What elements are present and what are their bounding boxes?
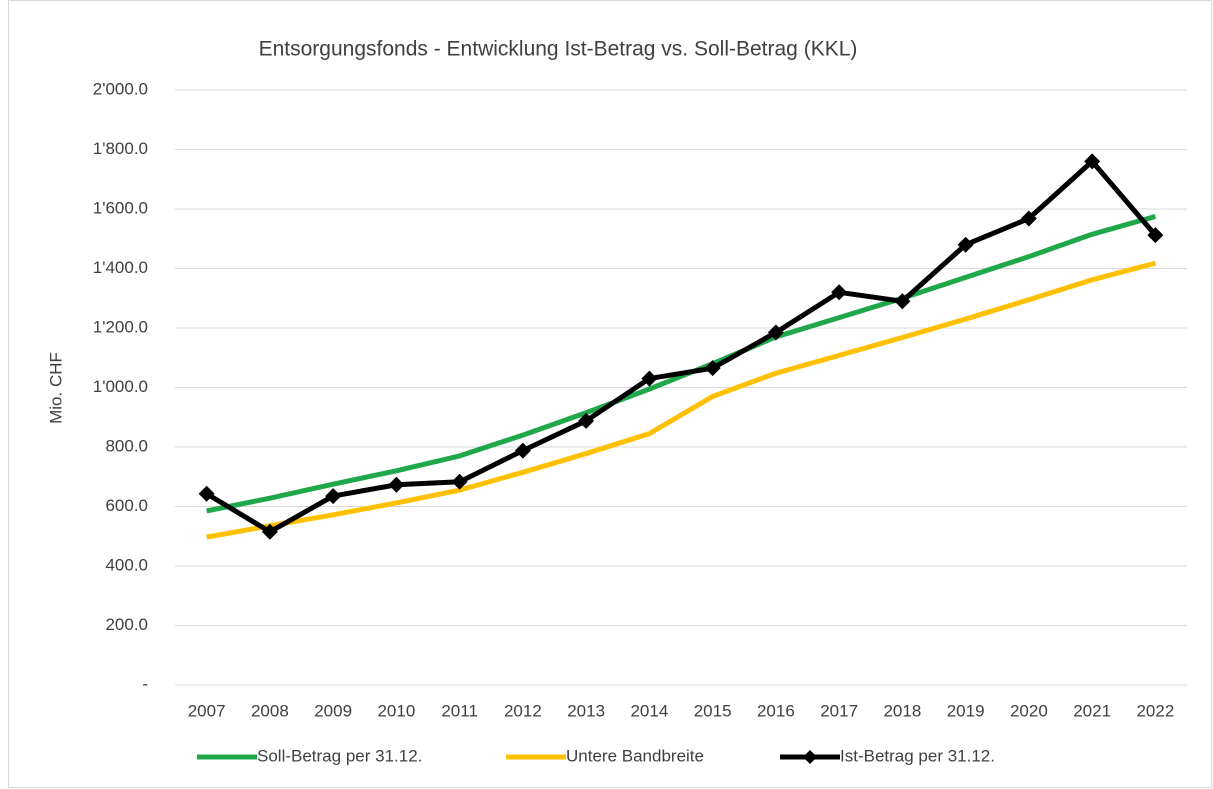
y-tick-label: 1'400.0: [93, 258, 148, 277]
x-tick-label: 2013: [567, 701, 605, 720]
x-tick-label: 2020: [1010, 701, 1048, 720]
point-marker: [198, 485, 215, 502]
y-tick-label: 1'800.0: [93, 139, 148, 158]
legend-label: Untere Bandbreite: [566, 746, 704, 765]
point-marker: [514, 442, 531, 459]
y-tick-label: 1'600.0: [93, 198, 148, 217]
point-marker: [325, 488, 342, 505]
point-marker: [1020, 210, 1037, 227]
point-marker: [451, 473, 468, 490]
y-tick-label: 2'000.0: [93, 79, 148, 98]
y-tick-label: 1'000.0: [93, 377, 148, 396]
legend-marker: [803, 750, 817, 764]
x-tick-label: 2021: [1073, 701, 1111, 720]
x-tick-label: 2008: [251, 701, 289, 720]
x-tick-label: 2022: [1136, 701, 1174, 720]
x-tick-label: 2010: [377, 701, 415, 720]
chart-border: [8, 0, 1212, 788]
point-marker: [894, 293, 911, 310]
x-tick-label: 2011: [441, 701, 478, 720]
point-marker: [831, 284, 848, 301]
series-line: [205, 158, 1158, 535]
y-tick-label: -: [142, 674, 148, 693]
point-marker: [957, 236, 974, 253]
point-marker: [1147, 227, 1164, 244]
x-tick-label: 2012: [504, 701, 542, 720]
x-tick-label: 2015: [694, 701, 732, 720]
point-marker: [388, 476, 405, 493]
y-tick-label: 600.0: [105, 496, 148, 515]
point-marker: [641, 370, 658, 387]
y-tick-label: 800.0: [105, 436, 148, 455]
point-marker: [578, 412, 595, 429]
y-tick-label: 400.0: [105, 555, 148, 574]
point-marker: [261, 523, 278, 540]
x-tick-label: 2016: [757, 701, 795, 720]
point-marker: [767, 324, 784, 341]
y-tick-label: 1'200.0: [93, 317, 148, 336]
point-marker: [1084, 153, 1101, 170]
point-marker: [704, 360, 721, 377]
legend-label: Ist-Betrag per 31.12.: [840, 746, 995, 765]
series-line: [206, 260, 1157, 540]
series-line: [206, 214, 1157, 514]
x-tick-label: 2019: [947, 701, 985, 720]
chart-title: Entsorgungsfonds - Entwicklung Ist-Betra…: [259, 38, 858, 61]
legend-label: Soll-Betrag per 31.12.: [257, 746, 422, 765]
x-tick-label: 2017: [820, 701, 858, 720]
x-tick-label: 2007: [188, 701, 226, 720]
y-tick-label: 200.0: [105, 615, 148, 634]
y-axis-label: Mio. CHF: [46, 352, 65, 424]
x-tick-label: 2009: [314, 701, 352, 720]
x-tick-label: 2018: [883, 701, 921, 720]
x-tick-label: 2014: [630, 701, 668, 720]
